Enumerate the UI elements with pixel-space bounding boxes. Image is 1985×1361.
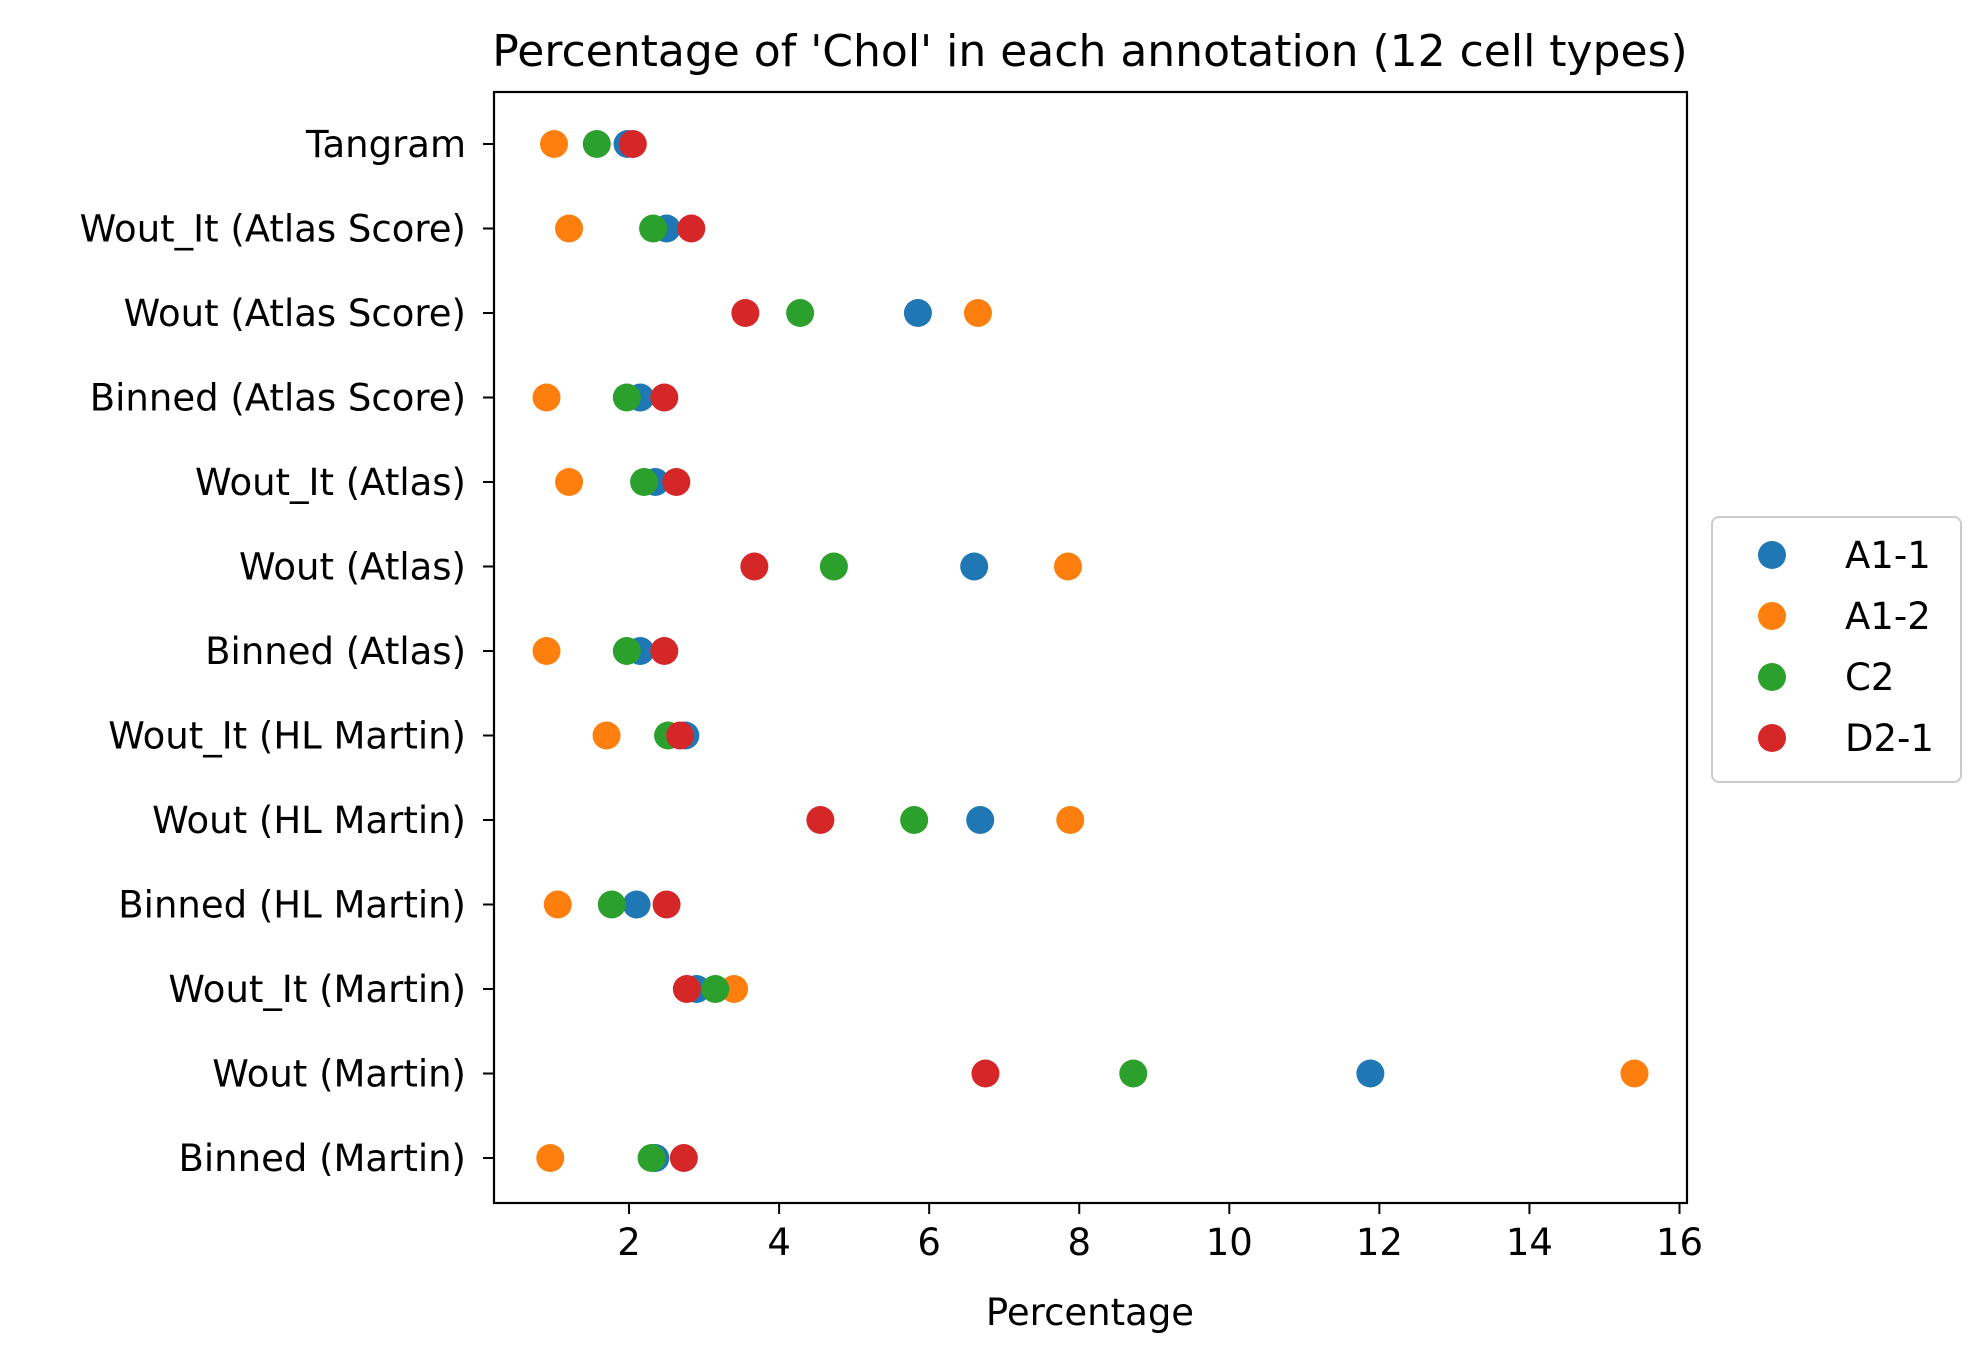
x-tick-label: 2 (617, 1221, 641, 1264)
legend-marker (1758, 663, 1786, 691)
data-point (532, 637, 561, 665)
data-point (650, 383, 679, 412)
legend-marker (1758, 541, 1786, 569)
data-point (669, 1144, 698, 1172)
data-point (555, 468, 584, 496)
series-A1-1 (613, 130, 1385, 1172)
data-point (960, 552, 989, 581)
data-point (612, 383, 641, 412)
x-tick-label: 4 (767, 1221, 791, 1264)
data-point (592, 721, 621, 750)
data-point (650, 637, 679, 665)
x-tick-label: 8 (1067, 1221, 1091, 1264)
x-tick-label: 16 (1656, 1221, 1703, 1264)
y-tick-label: Binned (HL Martin) (118, 884, 466, 927)
data-point (1053, 552, 1082, 581)
plot-frame (492, 90, 1689, 1205)
y-axis: Tangram Wout_It (Atlas Score) Wout (Atlas … (80, 123, 494, 1180)
x-axis: 2 4 6 8 10 12 14 16 (617, 1203, 1703, 1264)
data-point (966, 806, 995, 834)
y-tick-label: Wout (HL Martin) (152, 799, 466, 842)
plot-area (492, 90, 1689, 1205)
data-point (806, 806, 835, 834)
data-point (555, 214, 584, 243)
legend-label: C2 (1845, 656, 1894, 699)
series-A1-2 (532, 130, 1649, 1172)
data-point (903, 299, 932, 327)
data-point (622, 890, 651, 919)
x-axis-label: Percentage (986, 1291, 1194, 1334)
data-point (597, 890, 626, 919)
legend-marker (1758, 724, 1786, 752)
data-point (543, 890, 572, 919)
data-point (612, 637, 641, 665)
legend-box (1711, 516, 1962, 783)
y-tick-label: Binned (Atlas Score) (90, 377, 466, 420)
legend-label: D2-1 (1845, 717, 1934, 760)
data-point (1356, 1059, 1385, 1088)
data-point (1056, 806, 1085, 834)
data-point (536, 1144, 565, 1172)
x-tick-label: 12 (1356, 1221, 1403, 1264)
y-tick-label: Wout (Atlas) (239, 546, 466, 589)
legend-label: A1-2 (1845, 595, 1931, 638)
data-point (618, 130, 647, 158)
legend-label: A1-1 (1845, 534, 1931, 577)
data-point (652, 890, 681, 919)
y-tick-label: Tangram (305, 123, 466, 166)
series-D2-1 (618, 130, 1000, 1172)
legend: A1-1 A1-2 C2 D2-1 (1711, 516, 1962, 783)
y-tick-label: Wout (Atlas Score) (124, 292, 466, 335)
data-point (630, 468, 659, 496)
x-tick-label: 14 (1506, 1221, 1553, 1264)
y-tick-label: Binned (Atlas) (205, 630, 466, 673)
data-point (637, 1144, 666, 1172)
y-tick-label: Binned (Martin) (179, 1137, 467, 1180)
data-point (971, 1059, 1000, 1088)
data-points (532, 130, 1649, 1172)
data-point (701, 975, 730, 1003)
data-point (639, 214, 668, 243)
data-point (819, 552, 848, 581)
y-tick-label: Wout_It (Atlas Score) (80, 208, 466, 251)
data-point (582, 130, 611, 158)
data-point (1620, 1059, 1649, 1088)
legend-marker (1758, 602, 1786, 630)
y-tick-label: Wout_It (Martin) (168, 968, 466, 1011)
data-point (1119, 1059, 1148, 1088)
data-point (662, 468, 691, 496)
data-point (963, 299, 992, 327)
data-point (731, 299, 760, 327)
x-tick-label: 10 (1206, 1221, 1253, 1264)
y-tick-label: Wout (Martin) (212, 1053, 466, 1096)
data-point (900, 806, 929, 834)
data-point (740, 552, 769, 581)
data-point (677, 214, 706, 243)
data-point (672, 975, 701, 1003)
y-tick-label: Wout_It (HL Martin) (108, 715, 466, 758)
y-tick-label: Wout_It (Atlas) (195, 461, 466, 504)
data-point (532, 383, 561, 412)
data-point (786, 299, 815, 327)
x-tick-label: 6 (917, 1221, 941, 1264)
data-point (666, 721, 695, 750)
data-point (540, 130, 569, 158)
chart-title: Percentage of 'Chol' in each annotation … (492, 26, 1687, 77)
